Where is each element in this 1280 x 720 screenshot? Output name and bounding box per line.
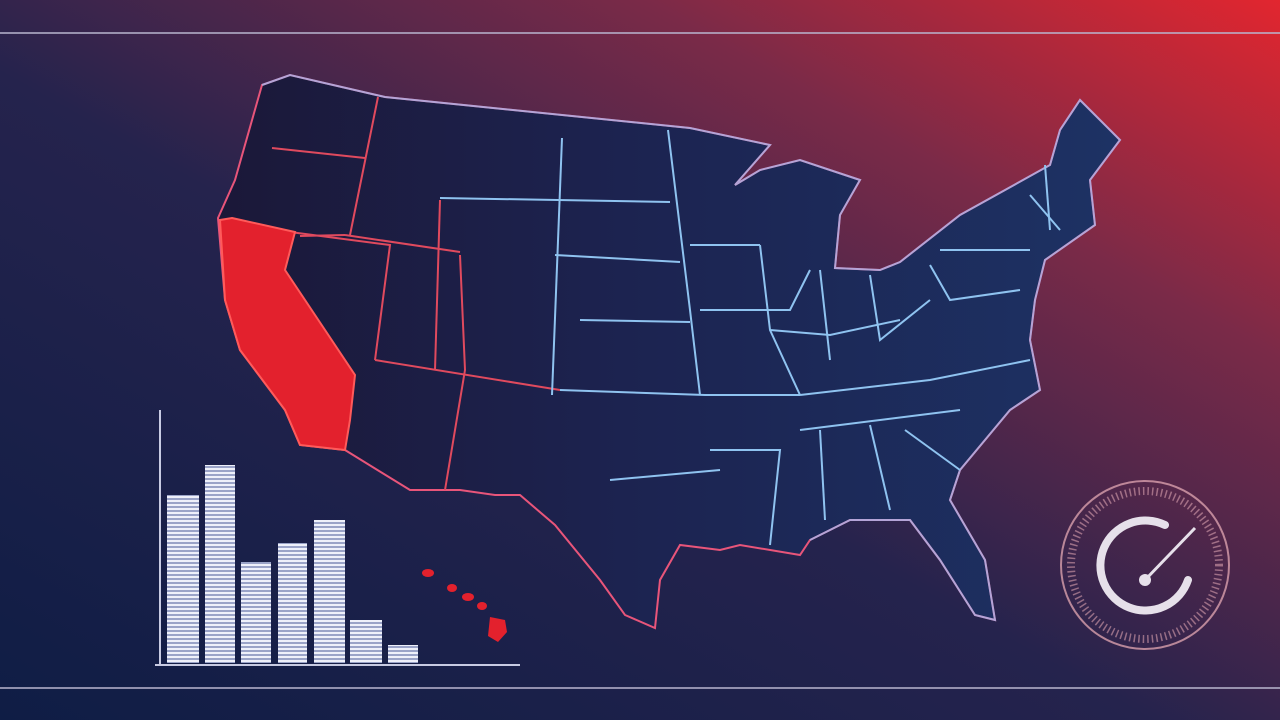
bars: [167, 465, 418, 663]
western-borders: [271, 96, 561, 491]
bar-chart-graphic: [155, 410, 520, 666]
hawaii: [422, 569, 507, 642]
map-edge-glow: [261, 73, 1122, 622]
us-map: [216, 73, 1122, 642]
state-borders: [439, 129, 1061, 546]
california: [218, 216, 357, 452]
gauge-graphic: [1060, 480, 1230, 650]
